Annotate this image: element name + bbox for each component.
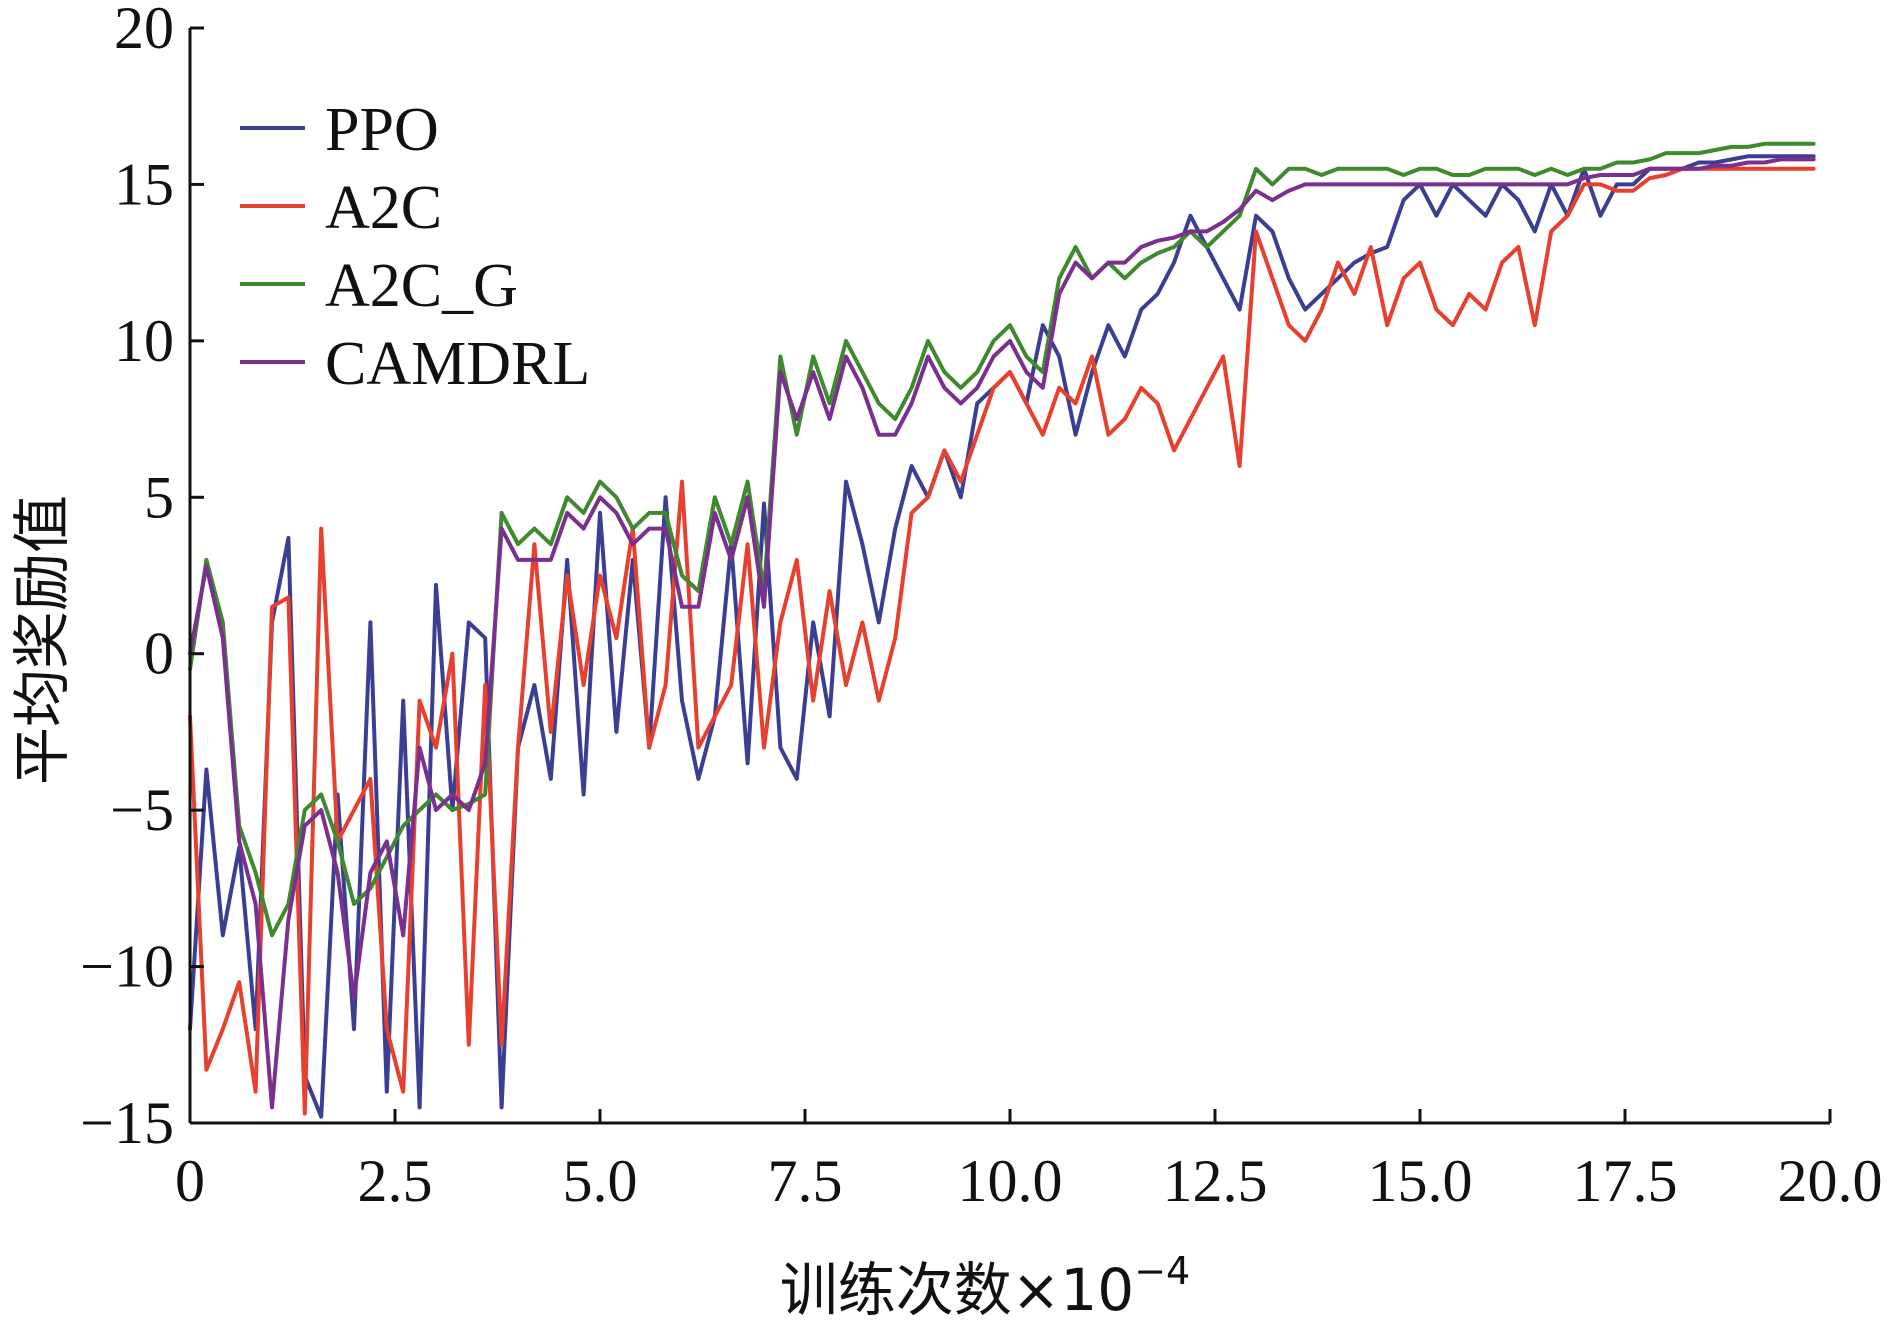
legend: PPO A2C A2C_G CAMDRL: [240, 96, 590, 398]
series-line-a2c: [188, 166, 1816, 1116]
x-axis-title-text: 训练次数×10: [780, 1256, 1134, 1324]
x-axis-title-exponent: −4: [1134, 1249, 1190, 1293]
legend-label: A2C: [325, 174, 442, 242]
y-axis-ticks: −15 −10 −5 0 5 10 15 20: [80, 0, 204, 1156]
legend-item-a2c: A2C: [240, 174, 442, 242]
legend-item-a2c-g: A2C_G: [240, 252, 518, 320]
legend-item-ppo: PPO: [240, 96, 439, 164]
x-tick-label: 15.0: [1368, 1148, 1473, 1214]
legend-label: CAMDRL: [325, 330, 590, 398]
x-tick-label: 0: [175, 1148, 205, 1214]
x-tick-label: 5.0: [563, 1148, 638, 1214]
y-tick-label: 5: [144, 464, 174, 530]
legend-label: PPO: [325, 96, 439, 164]
x-tick-label: 7.5: [768, 1148, 843, 1214]
y-tick-label: 15: [114, 151, 174, 217]
y-tick-label: −5: [110, 777, 174, 843]
y-tick-label: 0: [144, 621, 174, 687]
x-tick-label: 20.0: [1778, 1148, 1883, 1214]
y-tick-label: −15: [80, 1090, 174, 1156]
x-tick-label: 2.5: [358, 1148, 433, 1214]
x-axis-title: 训练次数×10−4: [780, 1249, 1190, 1324]
y-axis-title: 平均奖励值: [8, 495, 76, 785]
y-tick-label: 10: [114, 308, 174, 374]
series-line-a2c-g: [188, 141, 1816, 938]
x-tick-label: 10.0: [958, 1148, 1063, 1214]
x-axis-ticks: 0 2.5 5.0 7.5 10.0 12.5 15.0 17.5 20.0: [175, 1109, 1883, 1214]
x-tick-label: 17.5: [1573, 1148, 1678, 1214]
legend-label: A2C_G: [325, 252, 518, 320]
y-tick-label: −10: [80, 934, 174, 1000]
x-tick-label: 12.5: [1163, 1148, 1268, 1214]
series-line-camdrl: [188, 157, 1816, 1110]
y-tick-label: 20: [114, 0, 174, 61]
legend-item-camdrl: CAMDRL: [240, 330, 590, 398]
series-lines: [188, 141, 1816, 1119]
